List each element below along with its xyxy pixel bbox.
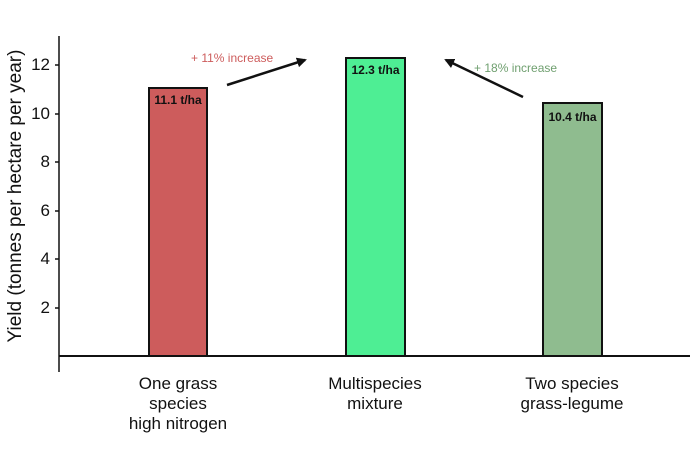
bar-value-label: 12.3 t/ha (351, 63, 400, 77)
x-category-multispecies: Multispecies mixture (328, 374, 422, 413)
y-tick-12: 12 (31, 55, 50, 74)
y-tick-8: 8 (40, 152, 50, 171)
bar-value-label: 11.1 t/ha (154, 93, 202, 107)
bar-two-species: 10.4 t/ha (542, 102, 603, 357)
y-tick-2: 2 (40, 298, 50, 317)
annotation-18pct: + 18% increase (474, 61, 558, 75)
y-tick-6: 6 (40, 201, 50, 220)
y-tick-10: 10 (31, 104, 50, 123)
x-category-one-grass: One grass species high nitrogen (128, 374, 228, 433)
bar-value-label: 10.4 t/ha (548, 110, 597, 124)
arrow-11pct (226, 57, 307, 87)
bar-one-grass: 11.1 t/ha (148, 87, 208, 357)
x-category-two-species: Two species grass-legume (520, 374, 624, 413)
y-tick-4: 4 (40, 249, 50, 268)
bar-multispecies: 12.3 t/ha (345, 57, 406, 357)
arrow-18pct (444, 58, 524, 99)
annotation-11pct: + 11% increase (191, 51, 274, 65)
